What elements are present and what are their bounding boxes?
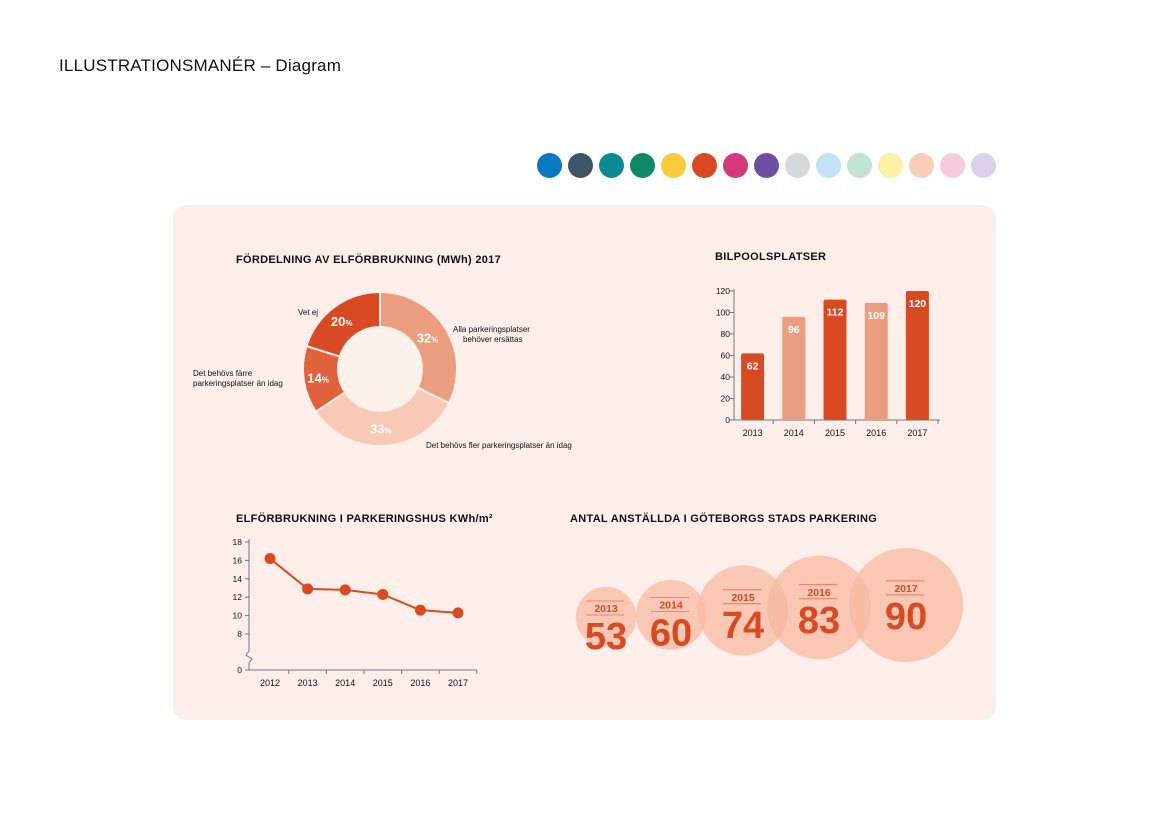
bubble-value-label: 74 [722,605,764,647]
donut-slice [379,290,458,405]
swatch-light-blue [816,153,841,178]
line-point [414,604,426,616]
line-y-tick-label: 14 [233,574,243,584]
bar [782,316,806,420]
bubble-value-label: 90 [885,596,927,638]
line-series [269,557,459,614]
bar-value-label: 112 [827,307,844,319]
swatch-light-green [847,153,872,178]
bar-y-tick-label: 120 [716,286,730,296]
bar-chart: 0 20 40 60 80 100 120 62 2013 96 2014 112 2015 109 201… [716,286,940,438]
line-point [339,584,351,596]
donut-value-label: 14% [307,370,329,385]
bar-value-label: 120 [909,298,927,310]
swatch-magenta [723,153,748,178]
swatch-light-pink [940,153,965,178]
donut-chart-title: FÖRDELNING AV ELFÖRBRUKNING (MWh) 2017 [236,254,502,266]
bar-value-label: 96 [788,324,800,336]
donut-category-label: Alla parkeringsplatser behöver ersättas [453,325,530,344]
donut-chart: 32% Alla parkeringsplatser behöver ersätta… [193,290,572,450]
bar-value-label: 109 [867,310,885,322]
bar-y-tick-label: 80 [721,329,731,339]
line-x-tick-label: 2016 [410,678,430,688]
bubble-value-label: 53 [585,616,627,658]
bar-x-tick-label: 2017 [907,428,927,438]
swatch-light-grey [785,153,810,178]
bar-y-tick-label: 20 [721,394,731,404]
bubble-year-label: 2016 [807,587,831,599]
swatch-green [630,153,655,178]
donut-category-label: Vet ej [298,308,318,317]
bar-chart-title: BILPOOLSPLATSER [715,251,827,263]
bubble-value-label: 60 [650,612,692,654]
swatch-purple [754,153,779,178]
line-point [377,588,389,600]
bubble [767,555,871,660]
line-y-tick-label: 18 [233,537,243,547]
line-x-tick-label: 2013 [298,678,318,688]
line-point [452,607,464,619]
donut-slice [305,290,381,358]
bubble-year-label: 2015 [731,592,755,604]
line-y-tick-label: 12 [233,592,243,602]
bubble [697,565,789,656]
line-x-tick-label: 2012 [260,678,280,688]
bar-value-label: 62 [747,360,759,372]
swatch-red-orange [692,153,717,178]
bubble-year-label: 2014 [659,599,683,611]
bubble-year-label: 2013 [594,603,618,615]
swatch-light-lavender [971,153,996,178]
line-axis-break [245,650,253,670]
bar-y-tick-label: 60 [721,351,731,361]
bubble-chart-title: ANTAL ANSTÄLLDA I GÖTEBORGS STADS PARKER… [570,513,878,525]
chart-panel: FÖRDELNING AV ELFÖRBRUKNING (MWh) 2017 B… [173,205,996,720]
line-x-tick-label: 2017 [448,678,468,688]
donut-category-label: Det behövs fler parkeringsplatser än ida… [426,441,572,450]
bar [864,302,888,420]
donut-value-label: 20% [331,314,353,329]
swatch-light-peach [909,153,934,178]
donut-center [339,328,421,410]
line-y-tick-label: 10 [233,611,243,621]
bubble [849,548,963,662]
line-point [302,583,314,595]
bar [741,353,765,420]
bubble-year-label: 2017 [894,583,918,595]
bubble-value-label: 83 [798,600,840,642]
swatch-yellow [661,153,686,178]
bar-y-tick-label: 100 [716,308,730,318]
line-x-tick-label: 2015 [373,678,393,688]
donut-value-label: 32% [417,331,439,346]
bar [823,299,847,420]
bar-x-tick-label: 2014 [784,428,804,438]
swatch-slate [568,153,593,178]
line-y-tick-label: 0 [237,665,242,675]
donut-slice [314,386,451,447]
color-palette [537,153,996,178]
page-title: ILLUSTRATIONSMANÉR – Diagram [59,56,342,75]
bar-y-tick-label: 0 [725,415,730,425]
bar-y-tick-label: 40 [721,372,731,382]
line-y-tick-label: 8 [237,629,242,639]
line-chart-title: ELFÖRBRUKNING I PARKERINGSHUS KWh/m² [236,513,493,525]
line-point [264,553,276,565]
bar [905,291,929,420]
bubble [575,586,637,648]
donut-value-label: 33% [370,421,392,436]
swatch-teal [599,153,624,178]
bar-x-tick-label: 2015 [825,428,845,438]
line-y-tick-label: 16 [233,555,243,565]
swatch-blue [537,153,562,178]
line-chart: 0 8 10 12 14 16 18 2012 2013 2014 2015 2016 2017 [233,537,478,688]
bar-x-tick-label: 2013 [743,428,763,438]
bar-x-tick-label: 2016 [866,428,886,438]
line-x-tick-label: 2014 [335,678,355,688]
swatch-light-yellow [878,153,903,178]
donut-category-label: Det behövs färre parkeringsplatser än ida… [193,369,283,388]
